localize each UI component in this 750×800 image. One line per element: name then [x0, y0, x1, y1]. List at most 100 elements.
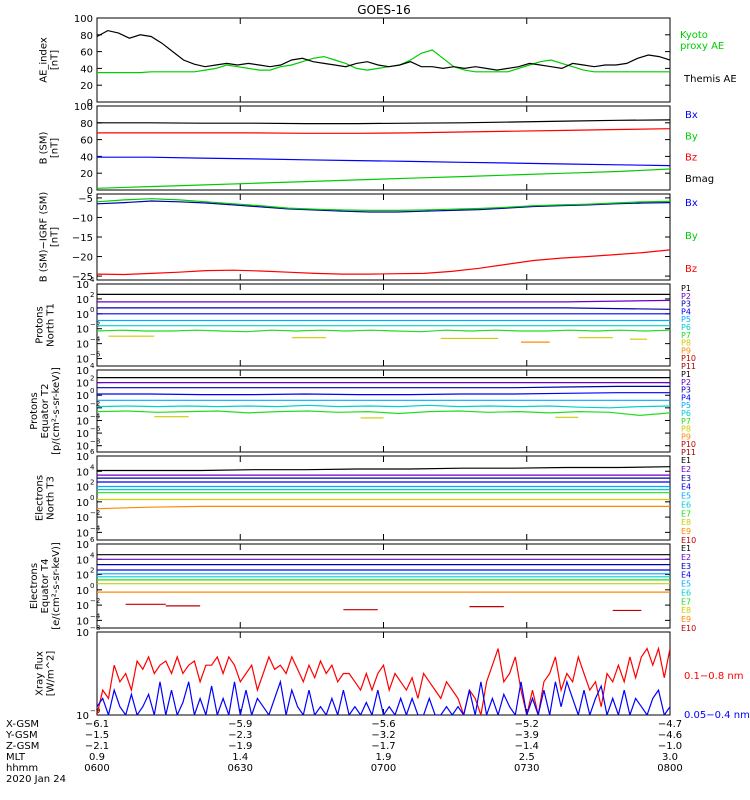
y-tick-label: 40 [80, 152, 93, 163]
y-tick-label: 60 [80, 136, 93, 147]
series-line-Themis AE [97, 29, 670, 71]
legend-entry: P10 [681, 440, 696, 449]
y-tick-exponent: 0 [90, 306, 94, 314]
y-tick-exponent: 4 [90, 362, 95, 370]
legend-entry: E3 [681, 474, 691, 483]
y-tick-exponent: −2 [90, 321, 100, 329]
y-tick-label: 10 [76, 467, 89, 478]
legend-entry: P2 [681, 378, 691, 387]
legend-entry: E9 [681, 615, 691, 624]
y-tick-exponent: −4 [90, 612, 101, 620]
legend-entry: P6 [681, 409, 691, 418]
footer-date: 2020 Jan 24 [6, 774, 66, 785]
y-axis-label: [p/(cm²-s-sr-keV)] [51, 367, 62, 455]
y-tick-label: 10 [76, 601, 89, 612]
y-tick-exponent: −9 [90, 707, 100, 715]
y-tick-label: 10 [76, 452, 89, 463]
legend-entry: By [685, 231, 698, 242]
legend-entry: E2 [681, 465, 691, 474]
y-tick-exponent: 0 [90, 494, 94, 502]
legend-entry: P10 [681, 354, 696, 363]
y-tick-label: 10 [76, 391, 89, 402]
legend-entry: E8 [681, 606, 691, 615]
footer-row-label: hhmm [6, 763, 38, 774]
series-line-By [97, 168, 670, 189]
legend-entry: P7 [681, 417, 691, 426]
ephemeris-footer: X-GSM −6.1 −5.9 −5.6 −5.2 −4.7 Y-GSM −1.5 −2.3 −3… [5, 719, 683, 785]
panel-bsm: 100 80 60 40 20 0 B (SM) [nT] Bx By Bz Bmag [39, 102, 715, 197]
y-tick-label: −15 [72, 233, 93, 244]
legend-entry: E5 [681, 580, 691, 589]
series-line-P3 [97, 307, 670, 310]
y-axis-label: North T1 [46, 303, 57, 347]
y-axis-label: AE_index [39, 37, 50, 83]
y-tick-exponent: −2 [90, 400, 100, 408]
series-line-Bz [97, 249, 670, 276]
footer-value: 1.9 [376, 752, 392, 763]
y-tick-label: 80 [80, 119, 93, 130]
legend-entry: P3 [681, 386, 691, 395]
y-tick-exponent: 4 [90, 463, 95, 471]
legend-entry: P4 [681, 393, 691, 402]
legend-entry: P7 [681, 331, 691, 340]
legend-entry: proxy AE [680, 41, 724, 52]
series-group [97, 466, 670, 510]
y-tick-exponent: 2 [90, 479, 94, 487]
legend-entry: P5 [681, 401, 691, 410]
legend-entry: E9 [681, 527, 691, 536]
y-tick-label: 100 [74, 14, 93, 25]
y-tick-label: 80 [80, 31, 93, 42]
footer-row-label: X-GSM [6, 719, 39, 730]
series-group [97, 29, 670, 74]
series-line-P3 [97, 385, 670, 389]
footer-value: −4.6 [658, 730, 682, 741]
footer-row-label: Z-GSM [6, 741, 39, 752]
legend-entry: E4 [681, 483, 691, 492]
footer-value: 3.0 [662, 752, 678, 763]
y-tick-label: 10 [76, 325, 89, 336]
y-tick-label: 10 [76, 310, 89, 321]
footer-value: −2.1 [85, 741, 109, 752]
y-tick-label: 10 [76, 340, 89, 351]
y-axis-label: Electrons [35, 475, 46, 521]
panel-frame [96, 543, 671, 629]
legend-entry: E6 [681, 500, 691, 509]
series-line-P7 [97, 329, 670, 333]
y-tick-label: 10 [76, 616, 89, 627]
legend-entry: Kyoto [680, 30, 708, 41]
y-tick-label: 10 [76, 498, 89, 509]
y-axis-label: Protons [29, 392, 40, 429]
series-line-P6 [97, 404, 670, 409]
y-tick-label: 40 [80, 64, 93, 75]
footer-value: −5.2 [515, 719, 539, 730]
y-tick-label: −5 [78, 194, 93, 205]
panel-frame [96, 105, 671, 191]
series-line-Bx [97, 156, 670, 167]
series-line-P2 [97, 299, 670, 303]
y-tick-exponent: −2 [90, 509, 100, 517]
panel-frame [96, 283, 671, 367]
legend-entry: E2 [681, 553, 691, 562]
legend-entry: By [685, 131, 698, 142]
series-group [97, 293, 670, 343]
footer-value: −4.7 [658, 719, 682, 730]
y-tick-exponent: −4 [90, 524, 101, 532]
y-tick-label: 10 [76, 429, 89, 440]
y-axis-label: Xray flux [35, 651, 46, 696]
y-tick-exponent: −6 [90, 425, 101, 433]
footer-value: 0800 [657, 763, 682, 774]
y-tick-exponent: 2 [90, 375, 94, 383]
legend-entry: P1 [681, 284, 691, 293]
y-tick-exponent: −4 [90, 412, 101, 420]
legend-entry: Bx [685, 110, 698, 121]
legend-entry: P8 [681, 339, 691, 348]
y-tick-label: 20 [80, 169, 93, 180]
legend-entry: Themis AE [683, 74, 737, 85]
y-tick-label: 10 [76, 355, 89, 366]
